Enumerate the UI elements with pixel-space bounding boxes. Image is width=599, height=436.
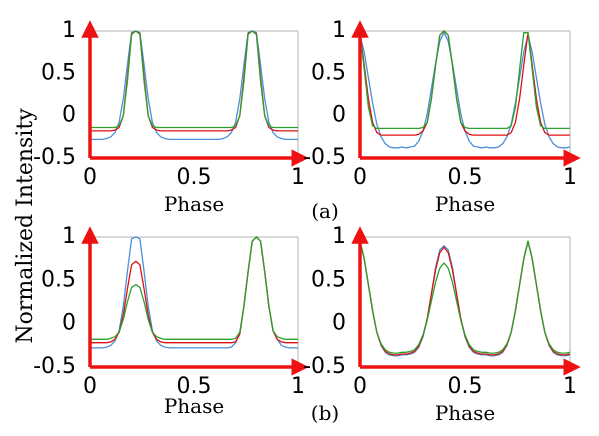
- chart-4-y-tick-label: 0: [332, 311, 346, 336]
- chart-2-y-tick-label: 0: [332, 103, 346, 128]
- chart-3-y-tick-label: 0.5: [41, 267, 76, 292]
- chart-4-x-tick-label: 1: [563, 374, 577, 399]
- chart-3-x-tick-label: 0.5: [177, 374, 212, 399]
- chart-1-series-3: [90, 30, 298, 129]
- chart-panel-top-right: -0.5 0 0.5 1 0 0.5 1 Phase: [303, 18, 581, 216]
- chart-2-x-tick-label: 0: [353, 165, 367, 190]
- chart-4-x-axis-label: Phase: [435, 401, 495, 425]
- chart-3-y-tick-label: 0: [62, 311, 76, 336]
- chart-1-y-tick-label: -0.5: [33, 145, 76, 170]
- chart-2-x-tick-label: 1: [563, 165, 577, 190]
- chart-2-series-2: [359, 30, 570, 136]
- chart-2-y-tick-label: 1: [332, 18, 346, 43]
- chart-panel-top-left: -0.5 0 0.5 1 0 0.5 1 Phase: [33, 18, 309, 216]
- chart-2-y-tick-label: 0.5: [311, 60, 346, 85]
- chart-1-x-tick-label: 1: [291, 165, 305, 190]
- chart-4-y-tick-label: 1: [332, 224, 346, 249]
- chart-4-x-tick-label: 0.5: [448, 374, 483, 399]
- panel-label-b: (b): [311, 401, 339, 425]
- chart-4-y-tick-label: 0.5: [311, 267, 346, 292]
- chart-4-x-tick-label: 0: [353, 374, 367, 399]
- y-axis-label: Normalized Intensity: [13, 108, 38, 344]
- chart-1-y-tick-label: 1: [62, 18, 76, 43]
- panel-label-a: (a): [311, 199, 339, 223]
- chart-2-x-tick-label: 0.5: [448, 165, 483, 190]
- chart-1-x-axis-label: Phase: [164, 192, 224, 216]
- chart-4-y-tick-label: -0.5: [303, 354, 346, 379]
- chart-1-x-tick-label: 0.5: [177, 165, 212, 190]
- chart-1-series-1: [90, 30, 298, 141]
- chart-3-y-tick-label: -0.5: [33, 354, 76, 379]
- chart-1-x-tick-label: 0: [83, 165, 97, 190]
- chart-3-x-axis-label: Phase: [164, 394, 224, 418]
- chart-2-series-3: [359, 30, 570, 130]
- chart-3-x-tick-label: 0: [83, 374, 97, 399]
- chart-3-series-3: [90, 236, 298, 340]
- chart-1-y-tick-label: 0.5: [41, 60, 76, 85]
- chart-3-y-tick-label: 1: [62, 224, 76, 249]
- chart-2-y-tick-label: -0.5: [303, 145, 346, 170]
- chart-1-y-tick-label: 0: [62, 103, 76, 128]
- chart-3-x-tick-label: 1: [291, 374, 305, 399]
- chart-2-x-axis-label: Phase: [435, 192, 495, 216]
- chart-4-series-3: [359, 240, 571, 354]
- chart-1-series-2: [90, 30, 298, 132]
- chart-panel-bottom-left: -0.5 0 0.5 1 0 0.5 1 Phase: [33, 224, 309, 418]
- chart-panel-bottom-right: -0.5 0 0.5 1 0 0.5 1 Phase: [303, 224, 581, 425]
